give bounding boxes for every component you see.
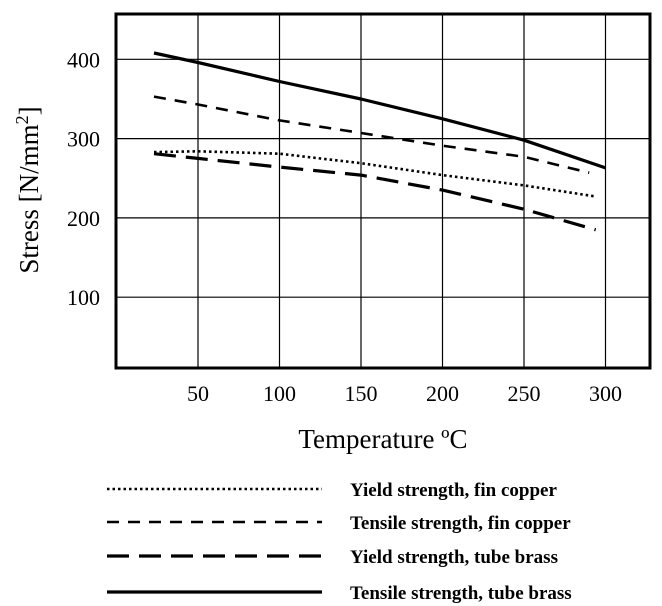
x-tick-label: 100 xyxy=(263,381,296,406)
y-tick-label: 200 xyxy=(67,206,100,231)
plot-frame xyxy=(114,12,652,370)
grid-lines xyxy=(116,14,650,368)
data-series xyxy=(153,51,607,232)
y-tick-label: 400 xyxy=(67,47,100,72)
x-tick-label: 200 xyxy=(426,381,459,406)
x-tick-label: 150 xyxy=(345,381,378,406)
y-axis-title: Stress [N/mm2] xyxy=(12,106,44,273)
x-tick-label: 300 xyxy=(589,381,622,406)
y-tick-label: 100 xyxy=(67,285,100,310)
x-axis-ticks: 50 100 150 200 250 300 xyxy=(187,381,622,406)
legend-label: Yield strength, tube brass xyxy=(350,547,558,568)
series-line-dotted xyxy=(153,150,596,198)
x-axis-title: Temperature ºC xyxy=(298,424,467,454)
y-tick-label: 300 xyxy=(67,127,100,152)
series-line-solid xyxy=(153,51,607,170)
legend-label: Yield strength, fin copper xyxy=(350,480,557,501)
y-axis-ticks: 100 200 300 400 xyxy=(67,47,100,310)
series-line-dashed xyxy=(153,95,590,174)
x-tick-label: 250 xyxy=(508,381,541,406)
legend: Yield strength, fin copper Tensile streng… xyxy=(107,480,572,604)
legend-label: Tensile strength, tube brass xyxy=(350,583,572,604)
x-tick-label: 50 xyxy=(187,381,209,406)
legend-label: Tensile strength, fin copper xyxy=(350,513,571,534)
series-line-long-dashed xyxy=(153,152,597,232)
